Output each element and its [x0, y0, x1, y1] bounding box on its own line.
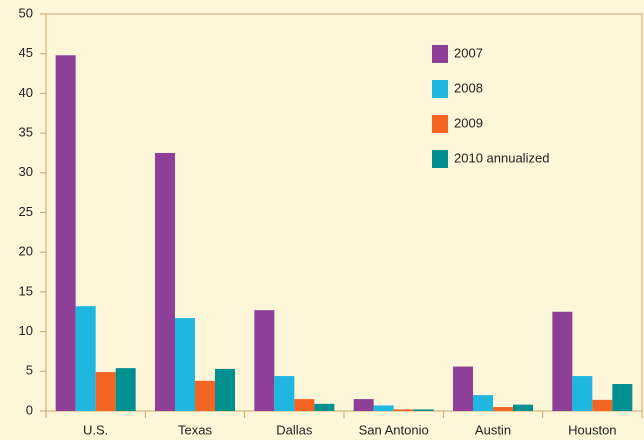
legend-label: 2009	[454, 115, 483, 130]
bar	[75, 306, 96, 411]
y-tick-label: 15	[19, 283, 33, 298]
bar	[155, 152, 175, 411]
bar	[393, 409, 414, 411]
bar	[55, 55, 76, 412]
bar	[95, 372, 116, 411]
bar	[294, 399, 315, 411]
legend-swatch	[432, 150, 448, 168]
y-tick-label: 45	[19, 45, 33, 60]
x-tick-label: San Antonio	[359, 422, 429, 437]
bar	[513, 404, 533, 411]
bar	[612, 384, 633, 411]
y-tick-label: 50	[19, 5, 33, 20]
bar	[353, 399, 374, 411]
x-tick-label: Texas	[178, 422, 212, 437]
legend-label: 2010 annualized	[454, 150, 549, 165]
x-tick-label: Dallas	[276, 422, 313, 437]
x-tick-label: Houston	[568, 422, 616, 437]
x-tick-label: U.S.	[83, 422, 108, 437]
y-tick-label: 30	[19, 164, 33, 179]
bar	[552, 311, 573, 411]
legend-label: 2008	[454, 80, 483, 95]
y-tick-label: 25	[19, 204, 33, 219]
bar	[215, 368, 235, 411]
x-tick-label: Austin	[475, 422, 511, 437]
y-tick-label: 10	[19, 323, 33, 338]
bar	[413, 409, 434, 411]
bar	[493, 407, 513, 411]
bar	[314, 403, 335, 411]
y-tick-label: 35	[19, 125, 33, 140]
y-tick-label: 0	[26, 402, 33, 417]
bar	[373, 405, 394, 411]
legend-label: 2007	[454, 45, 483, 60]
bar	[453, 366, 473, 411]
bar	[473, 395, 493, 411]
y-tick-label: 5	[26, 363, 33, 378]
bar	[254, 310, 275, 411]
bar	[195, 380, 215, 411]
y-tick-label: 20	[19, 244, 33, 259]
bar	[175, 318, 195, 411]
legend-swatch	[432, 115, 448, 133]
bar	[274, 376, 295, 411]
legend-swatch	[432, 80, 448, 98]
bar	[592, 399, 613, 411]
bar	[115, 368, 136, 411]
bar	[572, 376, 593, 411]
y-tick-label: 40	[19, 85, 33, 100]
legend-swatch	[432, 45, 448, 63]
